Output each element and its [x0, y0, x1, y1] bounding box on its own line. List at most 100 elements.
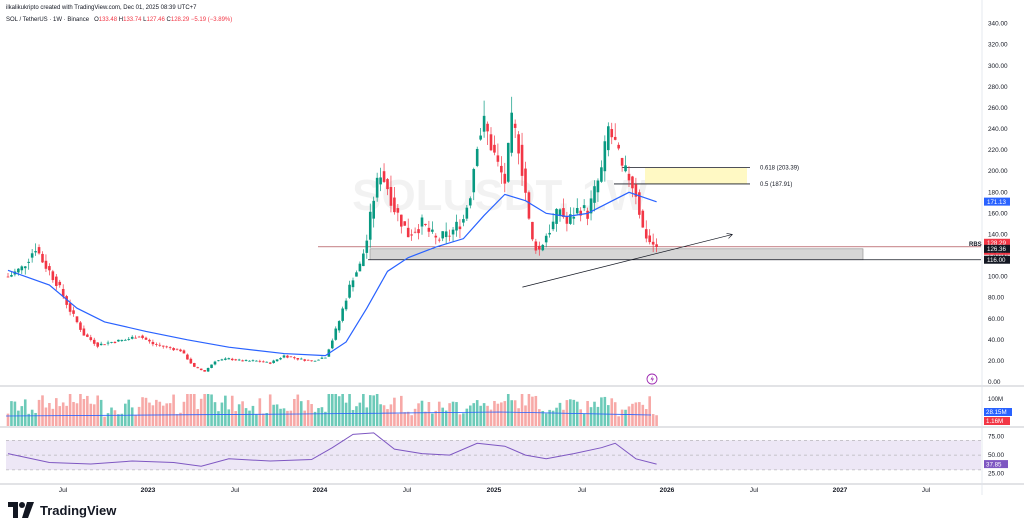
- rsi-tick-label: 75.00: [988, 434, 1004, 441]
- candle-body: [38, 247, 41, 253]
- volume-bar: [579, 409, 582, 426]
- candle-body: [193, 363, 196, 367]
- candle-body: [504, 174, 507, 184]
- candle-body: [262, 361, 265, 362]
- candle-body: [431, 230, 434, 232]
- close-value: 128.29: [171, 17, 189, 23]
- candle-body: [507, 143, 510, 182]
- candle-body: [141, 336, 144, 338]
- volume-bar: [45, 408, 48, 426]
- volume-bar: [134, 415, 137, 426]
- candle-body: [83, 329, 86, 336]
- candle-body: [255, 361, 258, 362]
- candle-body: [514, 124, 517, 128]
- volume-bar: [600, 397, 603, 426]
- candle-body: [493, 145, 496, 153]
- candle-body: [72, 310, 75, 314]
- volume-bar: [635, 402, 638, 426]
- volume-bar: [562, 410, 565, 426]
- volume-bar: [517, 408, 520, 426]
- symbol-name: SOL / TetherUS · 1W · Binance: [6, 17, 89, 23]
- candle-body: [293, 357, 296, 358]
- candle-body: [52, 271, 55, 280]
- candle-body: [252, 360, 255, 361]
- candle-body: [597, 181, 600, 193]
- candle-body: [7, 277, 10, 278]
- volume-bar: [390, 404, 393, 426]
- candle-body: [345, 301, 348, 310]
- candle-body: [210, 365, 213, 368]
- candle-body: [424, 224, 427, 225]
- volume-bar: [283, 408, 286, 426]
- candle-body: [172, 348, 175, 350]
- candle-body: [486, 124, 489, 132]
- candle-body: [362, 254, 365, 267]
- candle-body: [96, 342, 99, 346]
- volume-bar: [203, 394, 206, 426]
- volume-bar: [100, 400, 103, 426]
- candle-body: [200, 369, 203, 370]
- volume-ma-tag-label: 28.15M: [986, 409, 1007, 416]
- volume-bar: [545, 413, 548, 426]
- volume-bar: [117, 414, 120, 426]
- time-tick-label: 2026: [660, 487, 675, 494]
- volume-bar: [469, 406, 472, 426]
- candle-body: [500, 166, 503, 172]
- volume-bar: [152, 405, 155, 426]
- price-tag-label: 126.36: [987, 246, 1006, 253]
- volume-bar: [210, 394, 213, 426]
- volume-bar: [610, 398, 613, 426]
- candle-body: [366, 241, 369, 253]
- watermark: SOLUSDT, 1W: [352, 171, 648, 220]
- candle-body: [383, 171, 386, 182]
- volume-bar: [538, 409, 541, 426]
- price-tick-label: 80.00: [988, 295, 1004, 302]
- candle-body: [279, 358, 282, 359]
- candle-body: [576, 208, 579, 213]
- price-tick-label: 20.00: [988, 358, 1004, 365]
- volume-bar: [207, 394, 210, 426]
- volume-bar: [648, 396, 651, 426]
- volume-bar: [621, 410, 624, 426]
- candle-body: [190, 359, 193, 364]
- volume-bar: [435, 411, 438, 426]
- volume-bar: [162, 406, 165, 426]
- volume-bar: [638, 402, 641, 426]
- rbs-zone: [370, 249, 863, 260]
- candle-body: [134, 338, 137, 339]
- rsi-tick-label: 50.00: [988, 452, 1004, 459]
- volume-bar: [459, 414, 462, 426]
- volume-bar: [431, 414, 434, 426]
- candle-body: [438, 240, 441, 241]
- volume-bar: [514, 400, 517, 426]
- volume-bar: [510, 400, 513, 426]
- volume-bar: [224, 396, 227, 426]
- volume-bar: [590, 407, 593, 426]
- tradingview-logo[interactable]: TradingView: [8, 502, 116, 518]
- volume-bar: [476, 400, 479, 426]
- price-tick-label: 100.00: [988, 274, 1008, 281]
- candle-body: [79, 322, 82, 329]
- volume-bar: [248, 411, 251, 426]
- candle-body: [414, 232, 417, 233]
- volume-bar: [303, 411, 306, 426]
- candle-body: [186, 355, 189, 360]
- volume-bar: [414, 409, 417, 426]
- candle-body: [90, 337, 93, 340]
- candle-body: [238, 360, 241, 361]
- candle-body: [541, 245, 544, 250]
- candle-body: [610, 129, 613, 137]
- rbs-label: RBS: [969, 242, 982, 248]
- volume-bar: [297, 395, 300, 426]
- candle-body: [538, 246, 541, 250]
- volume-bar: [479, 406, 482, 426]
- candle-body: [403, 221, 406, 225]
- candle-body: [241, 360, 244, 361]
- candle-body: [655, 244, 658, 246]
- volume-bar: [400, 396, 403, 426]
- volume-bar: [259, 398, 262, 426]
- candle-body: [607, 126, 610, 150]
- time-tick-label: Jul: [578, 487, 587, 494]
